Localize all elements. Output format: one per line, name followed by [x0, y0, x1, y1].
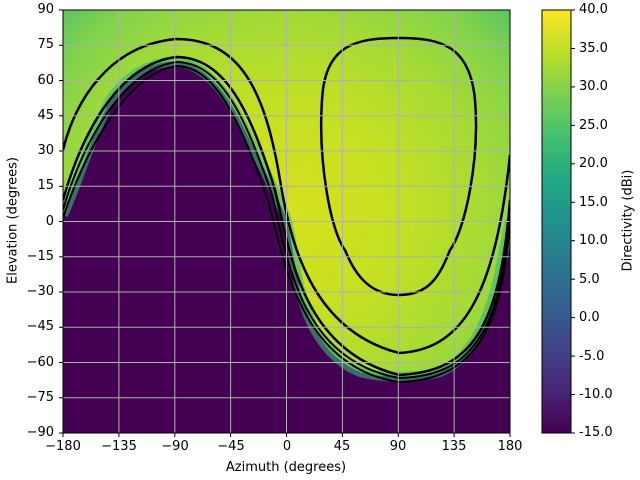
y-tick-label: 0	[45, 214, 54, 229]
x-tick-label: −180	[45, 439, 81, 454]
y-tick-label: −90	[26, 425, 54, 440]
colorbar-tick-label: -15.0	[579, 425, 613, 440]
colorbar-tick-label: 15.0	[579, 195, 608, 210]
colorbar-tick-label: 30.0	[579, 79, 608, 94]
grid-lines	[63, 10, 510, 433]
colorbar-tick-label: -10.0	[579, 387, 613, 402]
x-tick-label: −90	[161, 439, 189, 454]
colorbar-tick-label: 25.0	[579, 118, 608, 133]
x-tick-label: 45	[333, 439, 351, 454]
colorbar	[541, 9, 572, 434]
colorbar-tick-label: 10.0	[579, 233, 608, 248]
x-tick-label: 135	[441, 439, 467, 454]
x-tick-label: 90	[389, 439, 407, 454]
y-axis-label: Elevation (degrees)	[5, 157, 21, 284]
x-tick-label: −135	[101, 439, 137, 454]
tick-marks	[59, 9, 511, 437]
y-tick-label: 90	[37, 2, 54, 17]
y-tick-label: 45	[37, 108, 54, 123]
y-tick-label: −30	[26, 284, 54, 299]
y-tick-label: 30	[37, 143, 54, 158]
y-tick-label: −45	[26, 319, 54, 334]
colorbar-tick-label: -5.0	[579, 349, 605, 364]
colorbar-tick-label: 0.0	[579, 310, 600, 325]
y-tick-label: −60	[26, 355, 54, 370]
colorbar-tick-label: 35.0	[579, 41, 608, 56]
y-tick-label: 75	[37, 37, 54, 52]
y-tick-label: −15	[26, 249, 54, 264]
x-tick-label: 180	[497, 439, 523, 454]
x-tick-label: −45	[217, 439, 245, 454]
y-tick-label: 60	[37, 73, 54, 88]
contour-lines	[63, 36, 510, 384]
y-tick-label: 15	[37, 178, 54, 193]
y-tick-label: −75	[26, 390, 54, 405]
x-tick-label: 0	[282, 439, 292, 454]
colorbar-tick-label: 20.0	[579, 156, 608, 171]
colorbar-ticks	[571, 9, 575, 434]
colorbar-tick-label: 40.0	[579, 2, 608, 17]
x-axis-label: Azimuth (degrees)	[225, 460, 347, 475]
colorbar-tick-label: 5.0	[579, 272, 600, 287]
colorbar-label: Directivity (dBi)	[620, 169, 636, 272]
